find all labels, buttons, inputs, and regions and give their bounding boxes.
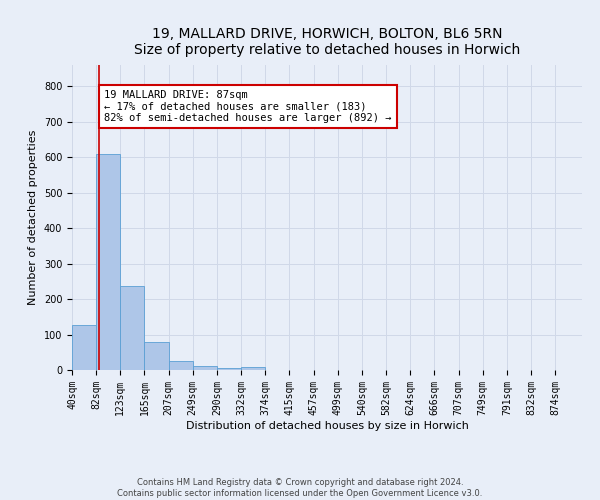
- Bar: [145, 342, 169, 370]
- Bar: [72, 324, 96, 370]
- Y-axis label: Number of detached properties: Number of detached properties: [28, 130, 38, 305]
- Bar: [121, 286, 145, 370]
- Text: Contains HM Land Registry data © Crown copyright and database right 2024.
Contai: Contains HM Land Registry data © Crown c…: [118, 478, 482, 498]
- Bar: [241, 367, 265, 370]
- Bar: [169, 361, 193, 370]
- X-axis label: Distribution of detached houses by size in Horwich: Distribution of detached houses by size …: [185, 420, 469, 430]
- Bar: [193, 366, 217, 370]
- Title: 19, MALLARD DRIVE, HORWICH, BOLTON, BL6 5RN
Size of property relative to detache: 19, MALLARD DRIVE, HORWICH, BOLTON, BL6 …: [134, 26, 520, 57]
- Text: 19 MALLARD DRIVE: 87sqm
← 17% of detached houses are smaller (183)
82% of semi-d: 19 MALLARD DRIVE: 87sqm ← 17% of detache…: [104, 90, 392, 123]
- Bar: [96, 154, 121, 370]
- Bar: [217, 368, 241, 370]
